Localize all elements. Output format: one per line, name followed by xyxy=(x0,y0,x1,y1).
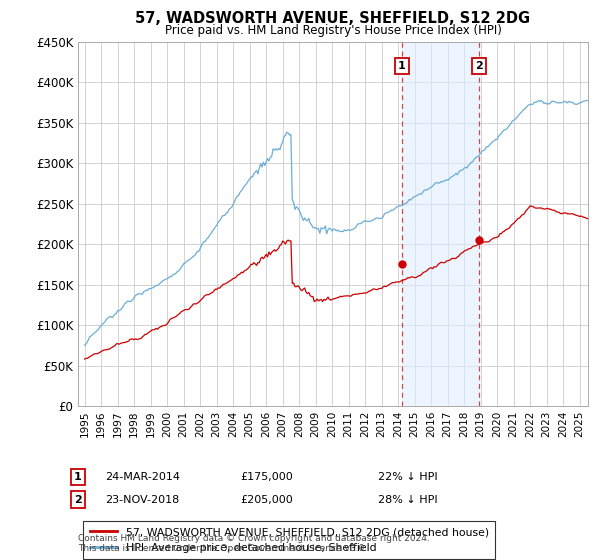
Text: £205,000: £205,000 xyxy=(240,494,293,505)
Text: 1: 1 xyxy=(398,61,406,71)
Text: 2: 2 xyxy=(74,494,82,505)
Text: 22% ↓ HPI: 22% ↓ HPI xyxy=(378,472,437,482)
Text: 57, WADSWORTH AVENUE, SHEFFIELD, S12 2DG: 57, WADSWORTH AVENUE, SHEFFIELD, S12 2DG xyxy=(136,11,530,26)
Text: 1: 1 xyxy=(74,472,82,482)
Text: 23-NOV-2018: 23-NOV-2018 xyxy=(105,494,179,505)
Text: Price paid vs. HM Land Registry's House Price Index (HPI): Price paid vs. HM Land Registry's House … xyxy=(164,24,502,37)
Text: £175,000: £175,000 xyxy=(240,472,293,482)
Text: Contains HM Land Registry data © Crown copyright and database right 2024.
This d: Contains HM Land Registry data © Crown c… xyxy=(78,534,430,553)
Text: 24-MAR-2014: 24-MAR-2014 xyxy=(105,472,180,482)
Text: 2: 2 xyxy=(475,61,483,71)
Bar xyxy=(402,42,479,406)
Legend: 57, WADSWORTH AVENUE, SHEFFIELD, S12 2DG (detached house), HPI: Average price, d: 57, WADSWORTH AVENUE, SHEFFIELD, S12 2DG… xyxy=(83,521,495,559)
Text: 28% ↓ HPI: 28% ↓ HPI xyxy=(378,494,437,505)
